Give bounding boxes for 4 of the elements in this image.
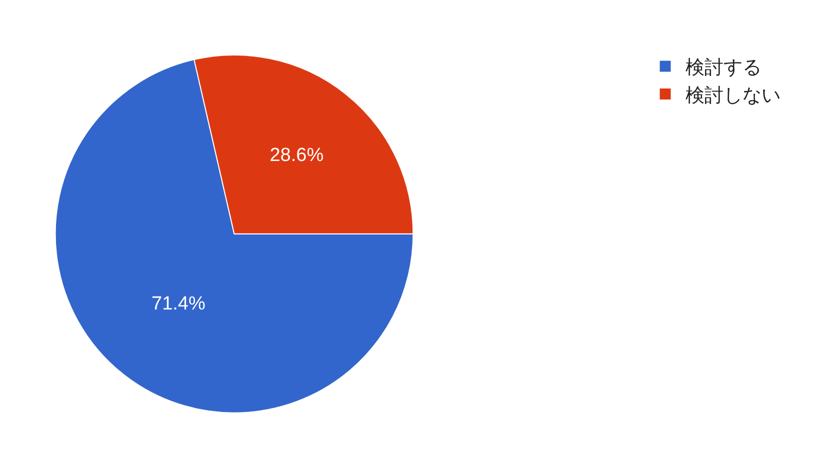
legend-label: 検討しない (685, 84, 780, 106)
legend-label: 検討する (685, 56, 762, 79)
data-label: 71.4% (152, 293, 206, 314)
data-label: 28.6% (270, 144, 324, 166)
